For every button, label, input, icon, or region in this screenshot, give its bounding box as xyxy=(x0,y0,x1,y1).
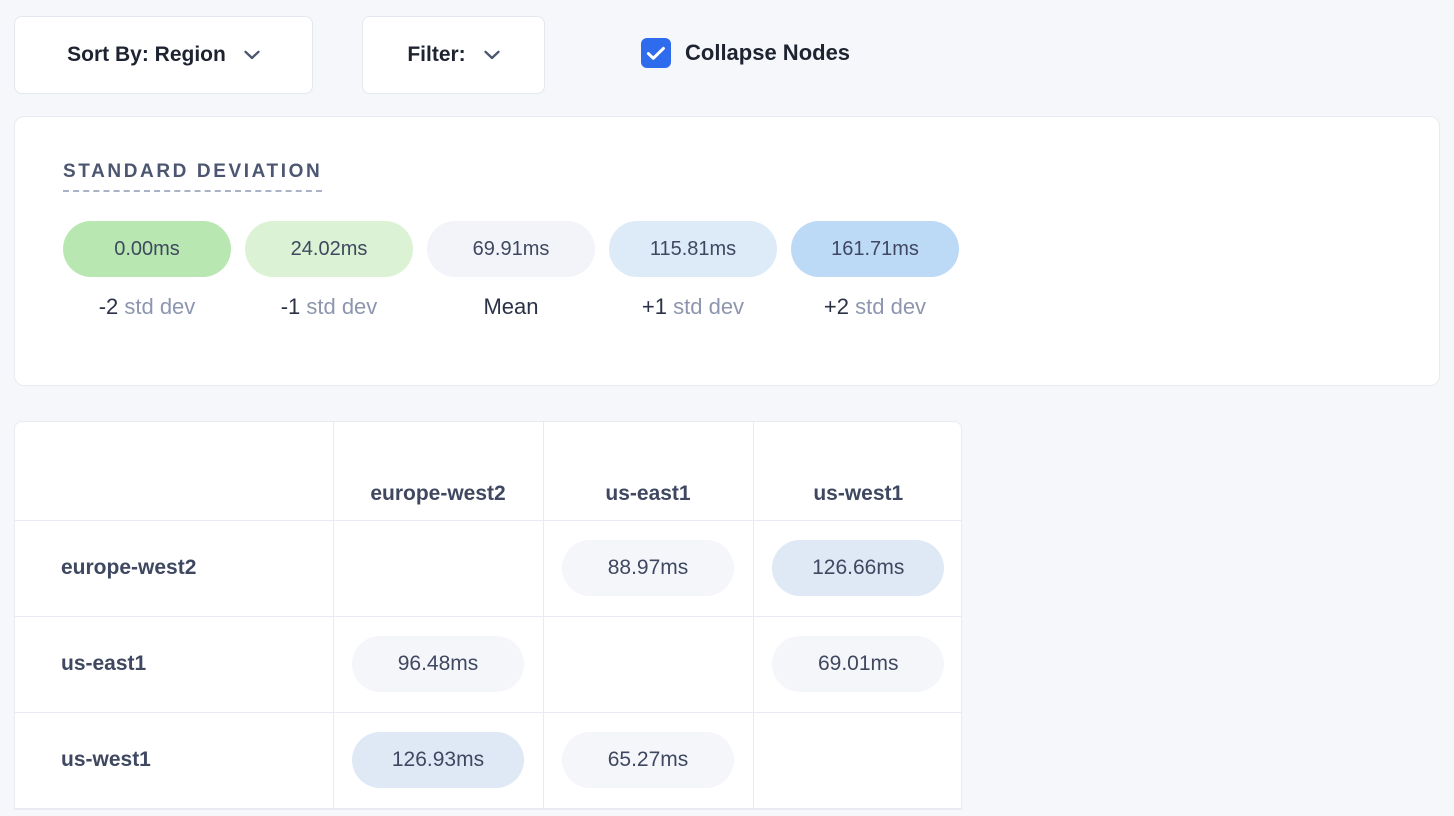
legend-caption: -2 std dev xyxy=(99,294,196,320)
table-body: europe-west2 88.97ms 126.66ms us-east1 96.48… xyxy=(15,520,961,809)
legend-caption-prefix: -1 xyxy=(280,294,301,319)
legend-swatch-value: 0.00ms xyxy=(63,221,231,277)
legend-swatch-value: 24.02ms xyxy=(245,221,413,277)
latency-value-pill: 126.66ms xyxy=(772,540,945,596)
matrix-cell-us-west1-us-west1 xyxy=(753,712,961,809)
column-header-us-east1[interactable]: us-east1 xyxy=(543,422,754,521)
column-header-us-west1[interactable]: us-west1 xyxy=(753,422,961,521)
row-header-us-west1[interactable]: us-west1 xyxy=(15,712,334,809)
filter-dropdown[interactable]: Filter: xyxy=(362,16,545,94)
chevron-down-icon xyxy=(484,50,500,60)
legend-caption-suffix: std dev xyxy=(667,294,745,319)
legend-caption-suffix: std dev xyxy=(300,294,378,319)
legend-caption: Mean xyxy=(483,294,538,320)
latency-value-pill: 65.27ms xyxy=(562,732,734,788)
table-header-row: europe-west2 us-east1 us-west1 xyxy=(15,422,961,521)
column-header-europe-west2[interactable]: europe-west2 xyxy=(333,422,544,521)
toolbar: Sort By: Region Filter: Collapse Nodes xyxy=(0,0,1454,110)
latency-matrix-table: europe-west2 us-east1 us-west1 europe-west… xyxy=(15,422,961,809)
matrix-cell-us-east1-us-west1[interactable]: 69.01ms xyxy=(753,616,961,713)
latency-value-pill: 96.48ms xyxy=(352,636,524,692)
legend-swatch-value: 69.91ms xyxy=(427,221,595,277)
legend-swatch-value: 115.81ms xyxy=(609,221,777,277)
legend-stop: 0.00ms -2 std dev xyxy=(63,221,231,320)
standard-deviation-panel: STANDARD DEVIATION 0.00ms -2 std dev 24.02… xyxy=(14,116,1440,386)
legend-caption: -1 std dev xyxy=(281,294,378,320)
matrix-cell-us-west1-us-east1[interactable]: 65.27ms xyxy=(543,712,754,809)
legend-caption-prefix: -2 xyxy=(98,294,119,319)
latency-value-pill: 69.01ms xyxy=(772,636,945,692)
legend-stop: 24.02ms -1 std dev xyxy=(245,221,413,320)
check-icon xyxy=(646,46,666,61)
legend-caption: +1 std dev xyxy=(642,294,744,320)
table-corner-cell xyxy=(15,422,334,521)
table-row: us-east1 96.48ms 69.01ms xyxy=(15,616,961,713)
filter-label: Filter: xyxy=(407,43,466,66)
matrix-cell-europe-west2-us-east1[interactable]: 88.97ms xyxy=(543,520,754,617)
legend-caption-suffix: std dev xyxy=(118,294,196,319)
sort-by-label: Sort By: Region xyxy=(67,43,226,66)
latency-value-pill: 126.93ms xyxy=(352,732,524,788)
legend-caption-suffix: std dev xyxy=(849,294,927,319)
collapse-nodes-toggle[interactable]: Collapse Nodes xyxy=(641,38,850,68)
legend-caption-prefix: +2 xyxy=(823,294,850,319)
table-row: europe-west2 88.97ms 126.66ms xyxy=(15,520,961,617)
chevron-down-icon xyxy=(244,50,260,60)
matrix-cell-us-east1-us-east1 xyxy=(543,616,754,713)
panel-title: STANDARD DEVIATION xyxy=(63,161,323,192)
matrix-cell-us-west1-europe-west2[interactable]: 126.93ms xyxy=(333,712,544,809)
matrix-cell-europe-west2-europe-west2 xyxy=(333,520,544,617)
collapse-nodes-label: Collapse Nodes xyxy=(685,40,851,65)
row-header-us-east1[interactable]: us-east1 xyxy=(15,616,334,713)
latency-value-pill: 88.97ms xyxy=(562,540,734,596)
legend-caption-prefix: Mean xyxy=(483,294,539,319)
legend-caption-prefix: +1 xyxy=(641,294,668,319)
legend-stop: 115.81ms +1 std dev xyxy=(609,221,777,320)
standard-deviation-legend: 0.00ms -2 std dev 24.02ms -1 std dev 69.91ms… xyxy=(63,221,959,320)
legend-caption: +2 std dev xyxy=(824,294,926,320)
matrix-cell-us-east1-europe-west2[interactable]: 96.48ms xyxy=(333,616,544,713)
sort-by-dropdown[interactable]: Sort By: Region xyxy=(14,16,313,94)
matrix-cell-europe-west2-us-west1[interactable]: 126.66ms xyxy=(753,520,961,617)
legend-swatch-value: 161.71ms xyxy=(791,221,959,277)
latency-matrix-container: europe-west2 us-east1 us-west1 europe-west… xyxy=(14,421,962,810)
table-header: europe-west2 us-east1 us-west1 xyxy=(15,422,961,521)
table-row: us-west1 126.93ms 65.27ms xyxy=(15,712,961,809)
legend-stop: 161.71ms +2 std dev xyxy=(791,221,959,320)
collapse-nodes-checkbox[interactable] xyxy=(641,38,671,68)
row-header-europe-west2[interactable]: europe-west2 xyxy=(15,520,334,617)
legend-stop: 69.91ms Mean xyxy=(427,221,595,320)
